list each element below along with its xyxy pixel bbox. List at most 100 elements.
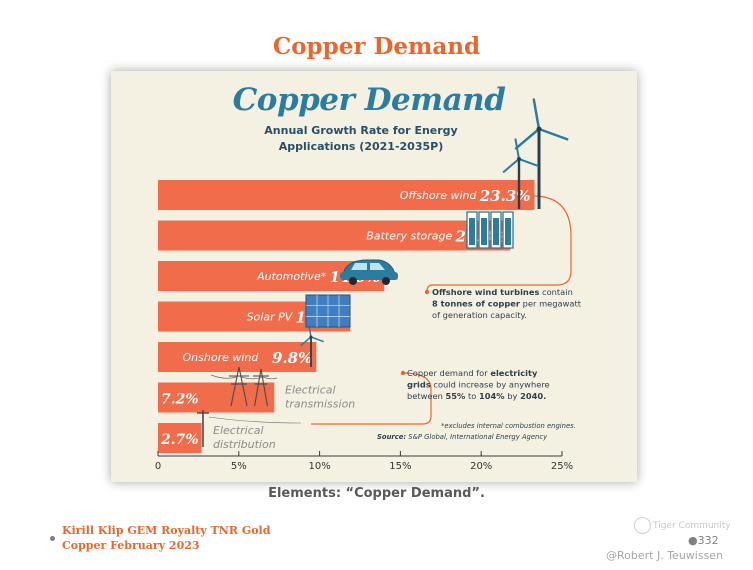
slide-caption: Elements: “Copper Demand”. (268, 486, 485, 501)
offshore-wind-turbine-icon-small-hub (517, 157, 521, 161)
offshore-annotation-line-1: 8 tonnes of copper per megawatt (432, 299, 582, 309)
category-label-5-line-0: Electrical (285, 384, 336, 397)
offshore-wind-turbine-icon-small (502, 138, 539, 209)
grids-annotation-line-2-segment-4: by (505, 391, 520, 401)
value-label-6: 2.7% (160, 432, 199, 448)
photo-credit: @Robert J. Teuwissen (606, 549, 724, 562)
offshore-connector-line (426, 195, 572, 292)
chart-subtitle: Annual Growth Rate for Energy Applicatio… (181, 123, 541, 155)
x-tick-label-0: 0 (155, 461, 161, 472)
category-label-1: Battery storage (366, 230, 452, 243)
bar-0 (158, 180, 535, 210)
value-label-4: 9.8% (272, 349, 312, 367)
category-label-6-line-0: Electrical (213, 424, 264, 437)
x-tick-label-4: 20% (470, 461, 492, 472)
solar-panel-icon (305, 294, 351, 328)
offshore-wind-turbine-icon-large-blade-1 (537, 127, 569, 141)
offshore-wind-turbine-icon-large (514, 98, 569, 209)
car-window-front (351, 263, 367, 270)
grids-annotation-line-2-segment-1: 55% (446, 391, 467, 401)
offshore-wind-turbine-icon-large-blade-2 (514, 127, 541, 150)
grids-annotation-line-0-segment-0: Copper demand for (407, 368, 490, 378)
battery-icon (466, 211, 514, 249)
battery-cell-fill-1 (481, 218, 487, 245)
category-label-2: Automotive* (256, 270, 327, 283)
battery-cell-fill-2 (493, 218, 499, 245)
car-wheel-front (349, 277, 357, 285)
source-note: Source: S&P Global, International Energy… (377, 433, 548, 441)
x-tick-label-2: 10% (308, 461, 330, 472)
transmission-tower-icon (210, 366, 278, 407)
offshore-annotation-line-2-segment-0: of generation capacity. (432, 310, 527, 320)
tiger-community-logo: Tiger Community (634, 517, 731, 534)
grids-annotation-line-0-segment-1: electricity (490, 368, 538, 378)
footer-line-2: Copper February 2023 (62, 539, 200, 552)
grids-annotation-line-2-segment-5: 2040. (520, 391, 546, 401)
onshore-wind-turbine-icon-blade-1 (310, 336, 324, 343)
value-label-0: 23.3% (479, 187, 531, 205)
category-label-0: Offshore wind (400, 189, 478, 202)
bar-1 (158, 220, 511, 251)
onshore-wind-turbine-icon-blade-2 (300, 336, 312, 347)
offshore-wind-turbine-icon-small-blade-1 (518, 158, 539, 167)
grids-annotation-line-1-segment-0: grids (407, 380, 431, 390)
offshore-wind-turbine-icon-large-hub (536, 126, 542, 132)
grids-connector-line (311, 372, 432, 425)
offshore-annotation-line-1-segment-1: per megawatt (520, 299, 582, 309)
offshore-annotation-line-1-segment-0: 8 tonnes of copper (432, 299, 521, 309)
chart-subtitle-line1: Annual Growth Rate for Energy (264, 124, 458, 137)
grids-annotation-line-2: between 55% to 104% by 2040. (407, 391, 546, 401)
battery-cell-fill-3 (505, 218, 511, 245)
category-label-6-line-1: distribution (213, 438, 276, 451)
tower-0-legs (230, 366, 248, 407)
onshore-wind-turbine-icon-hub (309, 335, 313, 339)
x-tick-label-1: 5% (231, 461, 247, 472)
footnote: *excludes internal combustion engines. (441, 422, 576, 430)
offshore-annotation-line-0-segment-1: contain (539, 287, 572, 297)
utility-pole-icon (197, 410, 302, 447)
grids-annotation-line-0: Copper demand for electricity (407, 368, 538, 378)
offshore-annotation-line-0-segment-0: Offshore wind turbines (432, 287, 539, 297)
offshore-wind-turbine-icon-large-blade-0 (532, 98, 541, 131)
category-label-5-line-1: transmission (285, 398, 355, 411)
grids-annotation-dot (400, 370, 406, 376)
footer-bullet (50, 536, 55, 541)
power-lines (210, 374, 278, 380)
category-label-4: Onshore wind (183, 351, 260, 364)
offshore-wind-turbine-icon-small-blade-0 (514, 138, 520, 160)
car-wheel-rear (382, 277, 390, 285)
category-label-3: Solar PV (247, 311, 294, 324)
logo-text: Tiger Community (653, 521, 731, 531)
chart-title: Copper Demand (232, 82, 506, 118)
source-label: Source: (377, 433, 406, 441)
slide-title: Copper Demand (272, 33, 481, 60)
grids-annotation-line-1-segment-1: could increase by anywhere (431, 380, 550, 390)
tiger-logo-icon (634, 517, 651, 534)
infographic: Copper Demand Annual Growth Rate for Ene… (111, 71, 637, 482)
electric-car-icon (340, 259, 398, 285)
x-tick-label-5: 25% (551, 461, 573, 472)
tower-1-legs (254, 368, 268, 407)
car-window-rear (370, 263, 385, 270)
bar-4 (158, 342, 317, 372)
offshore-annotation-line-2: of generation capacity. (432, 310, 527, 320)
grids-annotation-line-2-segment-0: between (407, 391, 446, 401)
footer-text: Kirill Klip GEM Royalty TNR Gold Copper … (62, 523, 270, 553)
battery-cell-fill-0 (469, 218, 475, 245)
page-number: ●332 (688, 534, 719, 547)
bar-6 (158, 423, 202, 453)
offshore-annotation-line-0: Offshore wind turbines contain (432, 287, 573, 297)
chart-subtitle-line2: Applications (2021-2035P) (278, 140, 444, 153)
source-text: S&P Global, International Energy Agency (406, 433, 548, 441)
grids-annotation-line-1: grids could increase by anywhere (407, 380, 550, 390)
offshore-wind-turbine-icon-small-blade-2 (502, 158, 520, 173)
distribution-wire (208, 416, 302, 424)
x-tick-label-3: 15% (389, 461, 411, 472)
value-label-5: 7.2% (161, 392, 199, 408)
footer-line-1: Kirill Klip GEM Royalty TNR Gold (62, 524, 271, 537)
offshore-annotation-dot (424, 289, 430, 295)
grids-annotation-line-2-segment-2: to (465, 391, 479, 401)
bar-5 (158, 382, 275, 413)
